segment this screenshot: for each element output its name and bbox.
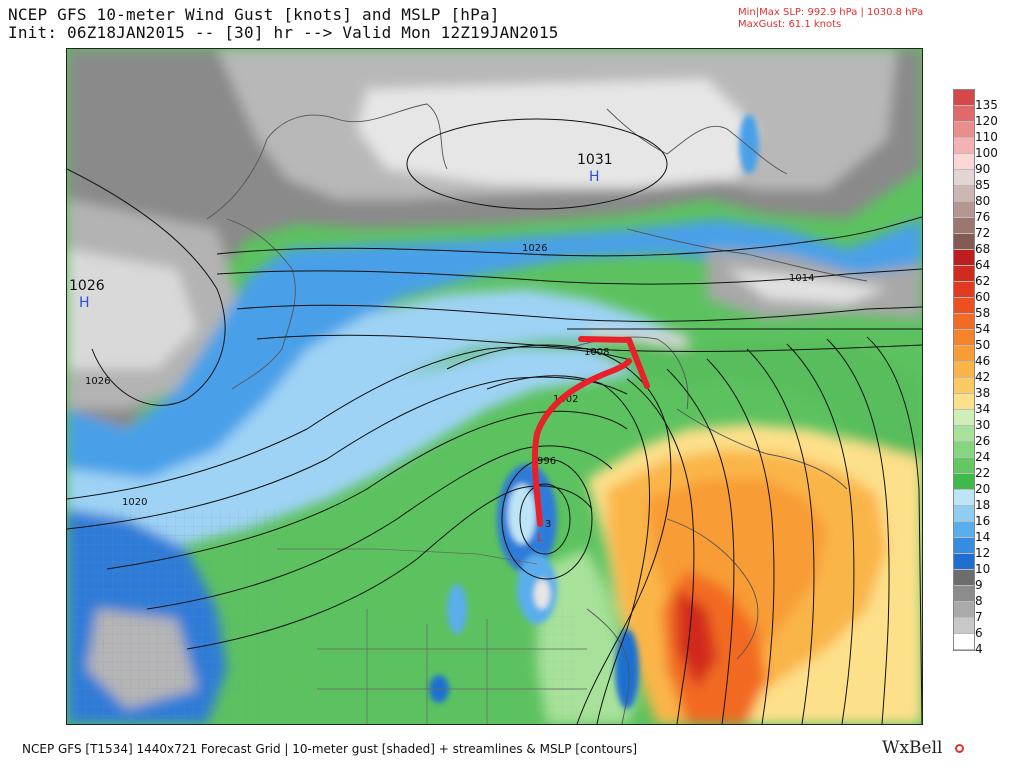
colorbar-tick-label: 85	[975, 178, 991, 192]
colorbar-tick-label: 64	[975, 258, 991, 272]
low-pressure-marker: L	[537, 531, 544, 544]
colorbar-swatch	[954, 410, 974, 426]
high-pressure-value: 1026	[69, 278, 105, 294]
high-pressure-marker: H	[589, 169, 600, 185]
isobar-label: 1014	[789, 273, 814, 284]
colorbar-swatch	[954, 330, 974, 346]
isobars	[67, 118, 922, 724]
pressure-centers: 1031 H 1026 H L	[69, 152, 613, 544]
footer-caption: NCEP GFS [T1534] 1440x721 Forecast Grid …	[22, 742, 638, 756]
wxbell-logo: WxBell	[882, 738, 943, 758]
colorbar-tick-label: 60	[975, 290, 991, 304]
colorbar-swatch	[954, 618, 974, 634]
colorbar-swatch	[954, 394, 974, 410]
colorbar-swatch	[954, 250, 974, 266]
colorbar-tick-label: 38	[975, 386, 991, 400]
colorbar-swatch	[954, 234, 974, 250]
colorbar-swatch	[954, 378, 974, 394]
colorbar-tick-label: 58	[975, 306, 991, 320]
minmax-slp-readout: Min|Max SLP: 992.9 hPa | 1030.8 hPa	[738, 7, 924, 18]
colorbar-swatch	[954, 202, 974, 218]
colorbar-tick-label: 4	[975, 642, 983, 656]
isobar-label: 1002	[553, 394, 578, 405]
colorbar-tick-label: 76	[975, 210, 991, 224]
colorbar-swatch	[954, 186, 974, 202]
colorbar-tick-label: 8	[975, 594, 983, 608]
colorbar-tick-label: 7	[975, 610, 983, 624]
colorbar-swatch	[954, 218, 974, 234]
colorbar-swatch	[954, 90, 974, 106]
colorbar-tick-label: 9	[975, 578, 983, 592]
gust-colorbar	[953, 89, 975, 651]
colorbar-tick-label: 80	[975, 194, 991, 208]
high-pressure-value: 1031	[577, 152, 613, 168]
colorbar-swatch	[954, 314, 974, 330]
colorbar-tick-label: 18	[975, 498, 991, 512]
colorbar-swatch	[954, 426, 974, 442]
colorbar-tick-label: 46	[975, 354, 991, 368]
colorbar-tick-label: 12	[975, 546, 991, 560]
colorbar-swatch	[954, 522, 974, 538]
isobar-label: 1008	[584, 347, 609, 358]
colorbar-tick-label: 110	[975, 130, 998, 144]
colorbar-tick-label: 42	[975, 370, 991, 384]
forecast-map[interactable]: 1026 1026 1020 1014 1008 1002 996 3 1031…	[66, 48, 923, 725]
colorbar-tick-label: 10	[975, 562, 991, 576]
colorbar-swatch	[954, 490, 974, 506]
colorbar-swatch	[954, 122, 974, 138]
colorbar-swatch	[954, 138, 974, 154]
colorbar-tick-label: 20	[975, 482, 991, 496]
colorbar-swatch	[954, 442, 974, 458]
colorbar-swatch	[954, 266, 974, 282]
colorbar-tick-label: 50	[975, 338, 991, 352]
colorbar-tick-label: 14	[975, 530, 991, 544]
colorbar-swatch	[954, 282, 974, 298]
colorbar-tick-label: 120	[975, 114, 998, 128]
map-title: NCEP GFS 10-meter Wind Gust [knots] and …	[8, 5, 500, 24]
gust-shading	[67, 49, 922, 724]
colorbar-tick-label: 30	[975, 418, 991, 432]
colorbar-swatch	[954, 298, 974, 314]
isobar-label: 1020	[122, 497, 147, 508]
max-gust-readout: MaxGust: 61.1 knots	[738, 19, 842, 30]
colorbar-tick-label: 22	[975, 466, 991, 480]
wxbell-logo-dot-icon	[955, 744, 964, 753]
colorbar-swatch	[954, 602, 974, 618]
isobar-labels: 1026 1026 1020 1014 1008 1002 996 3	[85, 243, 814, 530]
colorbar-swatch	[954, 106, 974, 122]
colorbar-tick-label: 24	[975, 450, 991, 464]
map-init-valid-time: Init: 06Z18JAN2015 -- [30] hr --> Valid …	[8, 23, 559, 42]
red-annotation	[531, 336, 650, 527]
map-canvas: 1026 1026 1020 1014 1008 1002 996 3 1031…	[67, 49, 922, 724]
isobar-label: 1026	[85, 376, 110, 387]
colorbar-tick-label: 6	[975, 626, 983, 640]
colorbar-swatch	[954, 346, 974, 362]
colorbar-tick-label: 26	[975, 434, 991, 448]
colorbar-tick-label: 72	[975, 226, 991, 240]
colorbar-swatch	[954, 570, 974, 586]
colorbar-swatch	[954, 554, 974, 570]
isobar-label: 3	[545, 519, 551, 530]
isobar-label: 996	[537, 456, 556, 467]
colorbar-tick-label: 16	[975, 514, 991, 528]
colorbar-tick-label: 135	[975, 98, 998, 112]
colorbar-swatch	[954, 538, 974, 554]
colorbar-tick-label: 62	[975, 274, 991, 288]
colorbar-tick-label: 54	[975, 322, 991, 336]
colorbar-tick-label: 68	[975, 242, 991, 256]
colorbar-swatch	[954, 170, 974, 186]
high-pressure-marker: H	[79, 295, 90, 311]
colorbar-tick-label: 34	[975, 402, 991, 416]
colorbar-swatch	[954, 362, 974, 378]
colorbar-swatch	[954, 586, 974, 602]
colorbar-swatch	[954, 458, 974, 474]
colorbar-swatch	[954, 634, 974, 650]
isobar-label: 1026	[522, 243, 547, 254]
colorbar-swatch	[954, 474, 974, 490]
colorbar-tick-label: 90	[975, 162, 991, 176]
colorbar-swatch	[954, 506, 974, 522]
colorbar-tick-label: 100	[975, 146, 998, 160]
colorbar-swatch	[954, 154, 974, 170]
